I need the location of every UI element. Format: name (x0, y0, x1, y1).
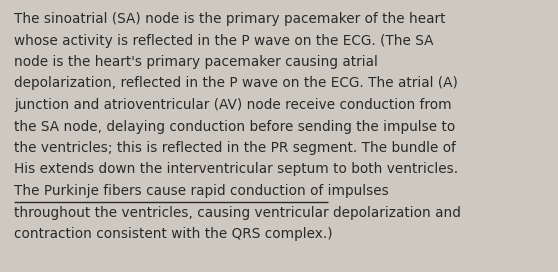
Text: the SA node, delaying conduction before sending the impulse to: the SA node, delaying conduction before … (14, 119, 455, 134)
Text: His extends down the interventricular septum to both ventricles.: His extends down the interventricular se… (14, 162, 458, 177)
Text: contraction consistent with the QRS complex.): contraction consistent with the QRS comp… (14, 227, 333, 241)
Text: depolarization, reflected in the P wave on the ECG. The atrial (A): depolarization, reflected in the P wave … (14, 76, 458, 91)
Text: The Purkinje fibers cause rapid conduction of impulses: The Purkinje fibers cause rapid conducti… (14, 184, 389, 198)
Text: the ventricles; this is reflected in the PR segment. The bundle of: the ventricles; this is reflected in the… (14, 141, 456, 155)
Text: The sinoatrial (SA) node is the primary pacemaker of the heart: The sinoatrial (SA) node is the primary … (14, 12, 445, 26)
Text: node is the heart's primary pacemaker causing atrial: node is the heart's primary pacemaker ca… (14, 55, 378, 69)
Text: junction and atrioventricular (AV) node receive conduction from: junction and atrioventricular (AV) node … (14, 98, 451, 112)
Text: throughout the ventricles, causing ventricular depolarization and: throughout the ventricles, causing ventr… (14, 206, 461, 220)
Text: whose activity is reflected in the P wave on the ECG. (The SA: whose activity is reflected in the P wav… (14, 33, 434, 48)
